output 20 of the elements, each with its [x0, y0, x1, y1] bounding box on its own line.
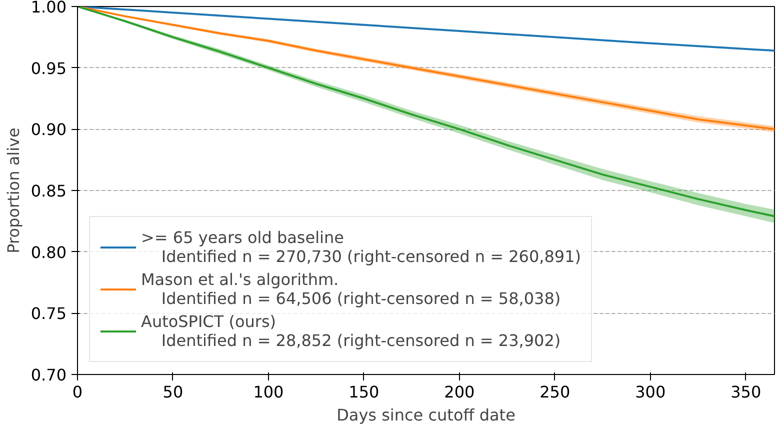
x-tick-label: 300 — [635, 382, 666, 402]
x-axis-title: Days since cutoff date — [336, 406, 516, 424]
y-tick-label: 0.80 — [30, 242, 66, 262]
legend-label: Mason et al.'s algorithm. Identified n = 64,506 (right-censored n = 58,038) — [141, 269, 561, 309]
y-tick-label: 1.00 — [30, 0, 66, 16]
y-axis-title: Proportion alive — [4, 128, 23, 254]
x-tick-label: 350 — [730, 382, 762, 402]
x-tick-label: 250 — [540, 382, 570, 402]
x-tick-label: 50 — [162, 382, 184, 402]
y-tick-label: 0.75 — [30, 304, 66, 324]
y-tick-label: 0.95 — [30, 58, 66, 78]
y-tick-label: 0.90 — [30, 120, 66, 140]
y-tick-label: 0.70 — [30, 366, 66, 384]
legend-label: AutoSPICT (ours) Identified n = 28,852 (right-censored n = 23,902) — [141, 311, 561, 351]
x-tick-label: 0 — [72, 382, 83, 402]
x-tick-label: 100 — [253, 382, 284, 402]
x-tick-label: 200 — [444, 382, 475, 402]
y-tick-label: 0.85 — [30, 182, 66, 200]
x-tick-label: 150 — [348, 382, 380, 402]
legend-label: >= 65 years old baseline Identified n = 270,730 (right-censored n = 260,891) — [141, 227, 582, 267]
